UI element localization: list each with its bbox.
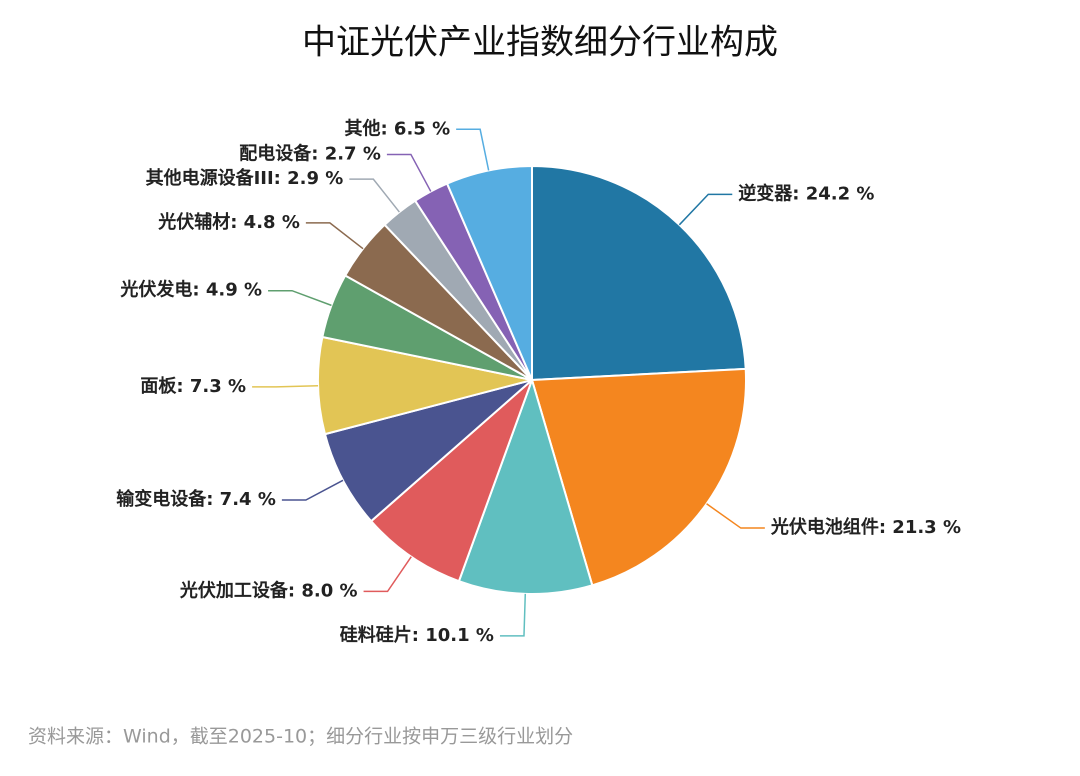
pie-slice: [323, 379, 533, 523]
data-label: 光伏辅材: 4.8 %: [157, 211, 300, 233]
leader-line: [678, 193, 733, 226]
leader-line: [349, 178, 400, 213]
data-label: 其他电源设备III: 2.9 %: [146, 167, 344, 189]
pie-slice: [317, 335, 533, 436]
data-label: 配电设备: 2.7 %: [239, 142, 381, 164]
chart-title: 中证光伏产业指数细分行业构成: [302, 23, 778, 63]
data-label: 其他: 6.5 %: [344, 117, 450, 139]
data-label: 面板: 7.3 %: [140, 375, 246, 397]
source-note: 资料来源：Wind，截至2025-10；细分行业按申万三级行业划分: [28, 726, 573, 748]
leader-line: [252, 384, 319, 388]
data-label: 硅料硅片: 10.1 %: [340, 624, 494, 646]
data-label: 光伏电池组件: 21.3 %: [770, 516, 961, 538]
leader-line: [281, 479, 344, 501]
data-label: 光伏发电: 4.9 %: [119, 279, 262, 301]
data-label: 输变电设备: 7.4 %: [116, 488, 276, 510]
leader-line: [268, 289, 332, 307]
data-label: 逆变器: 24.2 %: [738, 182, 874, 204]
leader-line: [386, 153, 432, 192]
leader-line: [499, 593, 527, 637]
pie-slice: [369, 379, 533, 583]
pie-slice: [457, 376, 594, 595]
leader-line: [363, 556, 412, 593]
pie-slice: [530, 367, 747, 587]
leader-line: [456, 128, 490, 171]
leader-line: [305, 222, 364, 250]
leader-line: [706, 503, 765, 529]
data-label: 光伏加工设备: 8.0 %: [179, 579, 358, 601]
pie-slice: [531, 164, 747, 382]
